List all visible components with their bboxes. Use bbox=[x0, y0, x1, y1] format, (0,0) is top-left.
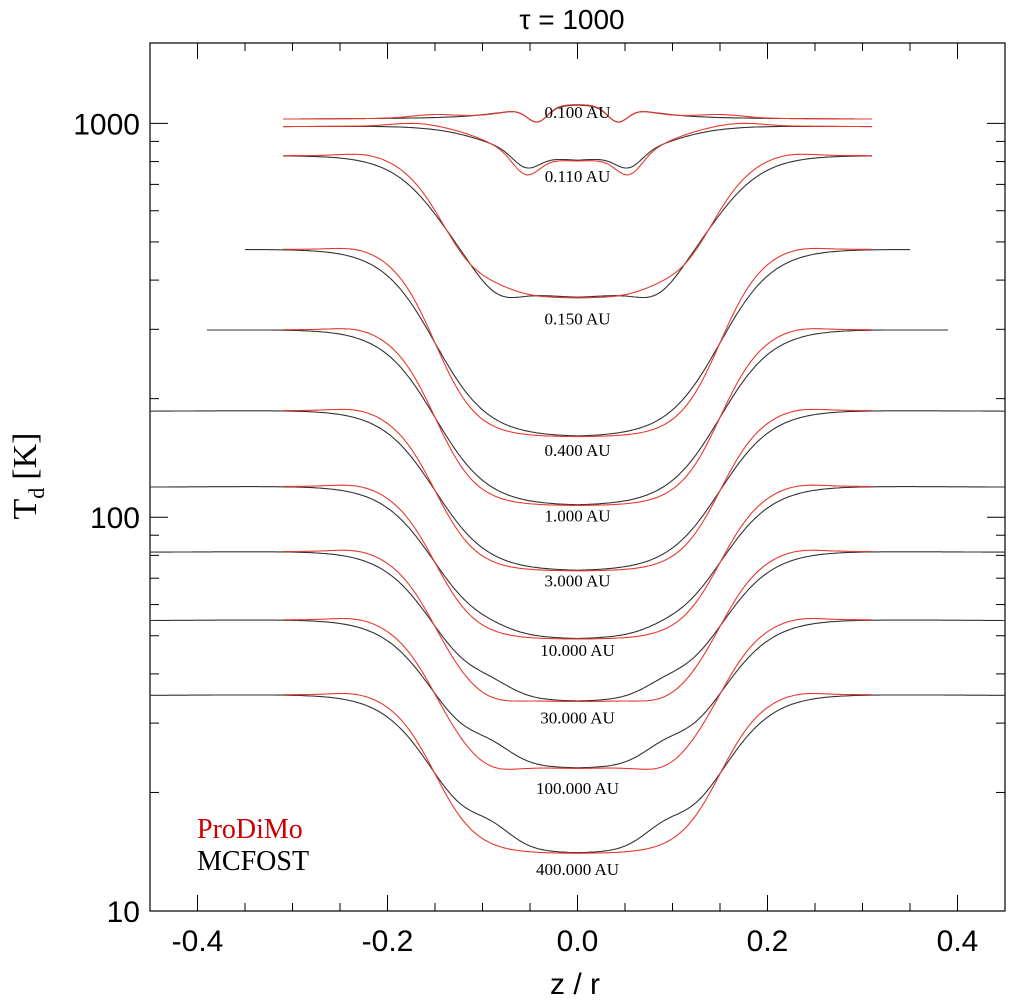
chart-title: τ = 1000 bbox=[519, 4, 624, 35]
x-tick-label: -0.4 bbox=[172, 925, 224, 958]
prodimo-line bbox=[283, 549, 872, 703]
prodimo-line bbox=[283, 104, 872, 123]
y-label-subscript: d bbox=[24, 488, 49, 499]
y-tick-label: 100 bbox=[90, 502, 140, 535]
curve-label: 0.400 AU bbox=[544, 441, 610, 460]
curve-label: 30.000 AU bbox=[540, 708, 615, 727]
x-axis-label: z / r bbox=[550, 968, 600, 1001]
mcfost-line bbox=[245, 249, 910, 437]
x-tick-label: 0.4 bbox=[937, 925, 979, 958]
prodimo-line bbox=[283, 122, 872, 176]
prodimo-line bbox=[283, 408, 872, 572]
x-tick-label: -0.2 bbox=[362, 925, 414, 958]
x-tick-label: 0.2 bbox=[747, 925, 789, 958]
prodimo-line bbox=[283, 247, 872, 438]
mcfost-line bbox=[150, 410, 1005, 571]
legend-prodimo: ProDiMo bbox=[197, 814, 303, 845]
prodimo-line bbox=[283, 692, 872, 854]
curve-group bbox=[149, 104, 1006, 854]
curve-label: 400.000 AU bbox=[536, 860, 619, 879]
mcfost-line bbox=[282, 155, 873, 299]
x-tick-label: 0.0 bbox=[557, 925, 599, 958]
curve-label: 0.110 AU bbox=[545, 167, 611, 186]
mcfost-line bbox=[150, 694, 1005, 854]
svg-text:Td[K]: Td [K] bbox=[7, 433, 49, 520]
y-tick-label: 1000 bbox=[73, 108, 140, 141]
prodimo-line bbox=[283, 617, 872, 770]
mcfost-line bbox=[283, 125, 872, 169]
prodimo-line bbox=[283, 153, 872, 299]
y-tick-label: 10 bbox=[107, 896, 140, 929]
curve-labels: 0.100 AU 0.110 AU 0.150 AU 0.400 AU 1.000 AU… bbox=[536, 103, 619, 879]
legend-mcfost: MCFOST bbox=[197, 846, 309, 877]
y-label-unit: [K] bbox=[7, 433, 44, 480]
curve-label: 1.000 AU bbox=[544, 506, 610, 525]
prodimo-line bbox=[283, 484, 872, 640]
curve-label: 3.000 AU bbox=[544, 572, 610, 591]
prodimo-line bbox=[283, 328, 872, 506]
mcfost-line bbox=[150, 619, 1005, 769]
curve-label: 100.000 AU bbox=[536, 779, 619, 798]
curve-label: 0.150 AU bbox=[544, 309, 610, 328]
mcfost-line bbox=[207, 329, 948, 506]
y-axis-label: Td [K] bbox=[7, 433, 49, 520]
y-label-main: T bbox=[7, 498, 44, 519]
curve-label: 10.000 AU bbox=[540, 641, 615, 660]
axis-ticks: -0.4 -0.2 0.0 0.2 0.4 10 100 1000 bbox=[73, 43, 1005, 958]
curve-label: 0.100 AU bbox=[544, 103, 610, 122]
